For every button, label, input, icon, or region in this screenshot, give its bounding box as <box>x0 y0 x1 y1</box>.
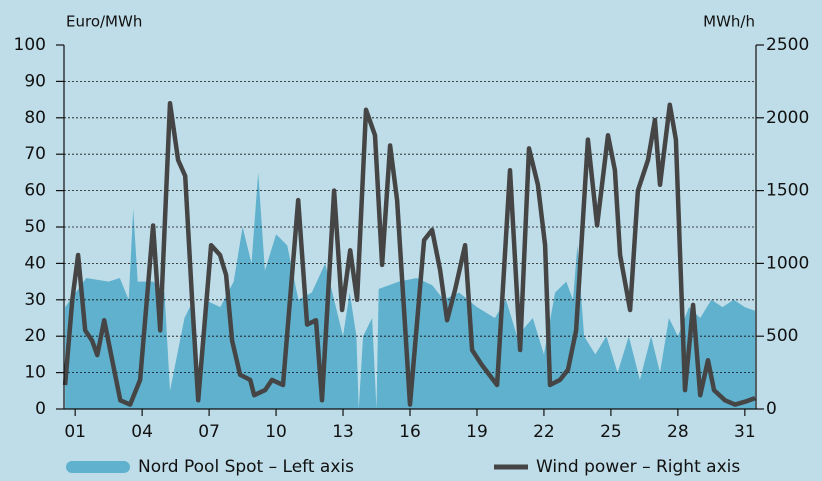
legend-label: Wind power – Right axis <box>536 457 740 477</box>
y2-tick-label: 500 <box>766 326 798 346</box>
y-tick-label: 30 <box>24 290 46 310</box>
x-tick-label: 31 <box>734 422 756 442</box>
area <box>65 172 756 409</box>
legend-label: Nord Pool Spot – Left axis <box>138 457 354 477</box>
y-tick-label: 0 <box>35 399 46 419</box>
x-tick-label: 13 <box>332 422 354 442</box>
y2-tick-label: 2500 <box>766 35 809 55</box>
x-tick-label: 25 <box>600 422 622 442</box>
x-tick-label: 07 <box>198 422 220 442</box>
y2-tick-label: 0 <box>766 399 777 419</box>
y-tick-label: 20 <box>24 326 46 346</box>
x-tick-label: 28 <box>667 422 689 442</box>
y2-tick-label: 1000 <box>766 253 809 273</box>
y-tick-label: 10 <box>24 363 46 383</box>
x-tick-label: 04 <box>131 422 153 442</box>
line-layer <box>62 100 756 407</box>
area-layer <box>65 172 756 409</box>
x-tick-label: 16 <box>399 422 421 442</box>
y-tick-label: 90 <box>24 71 46 91</box>
y-tick-label: 100 <box>14 35 46 55</box>
y-tick-label: 80 <box>24 108 46 128</box>
y2-tick-label: 2000 <box>766 108 809 128</box>
y2-tick-label: 1500 <box>766 181 809 201</box>
legend: Nord Pool Spot – Left axis Wind power – R… <box>66 457 740 477</box>
axes-layer: 0102030405060708090100050010001500200025… <box>14 35 810 442</box>
y-tick-label: 70 <box>24 144 46 164</box>
x-tick-label: 19 <box>466 422 488 442</box>
line <box>62 100 756 407</box>
y-tick-label: 60 <box>24 181 46 201</box>
y-axis-label: Euro/MWh <box>66 13 142 31</box>
x-tick-label: 22 <box>533 422 555 442</box>
x-tick-label: 01 <box>64 422 86 442</box>
legend-swatch <box>66 461 130 473</box>
x-tick-label: 10 <box>265 422 287 442</box>
y-tick-label: 40 <box>24 253 46 273</box>
y-tick-label: 50 <box>24 217 46 237</box>
y2-axis-label: MWh/h <box>703 13 755 31</box>
